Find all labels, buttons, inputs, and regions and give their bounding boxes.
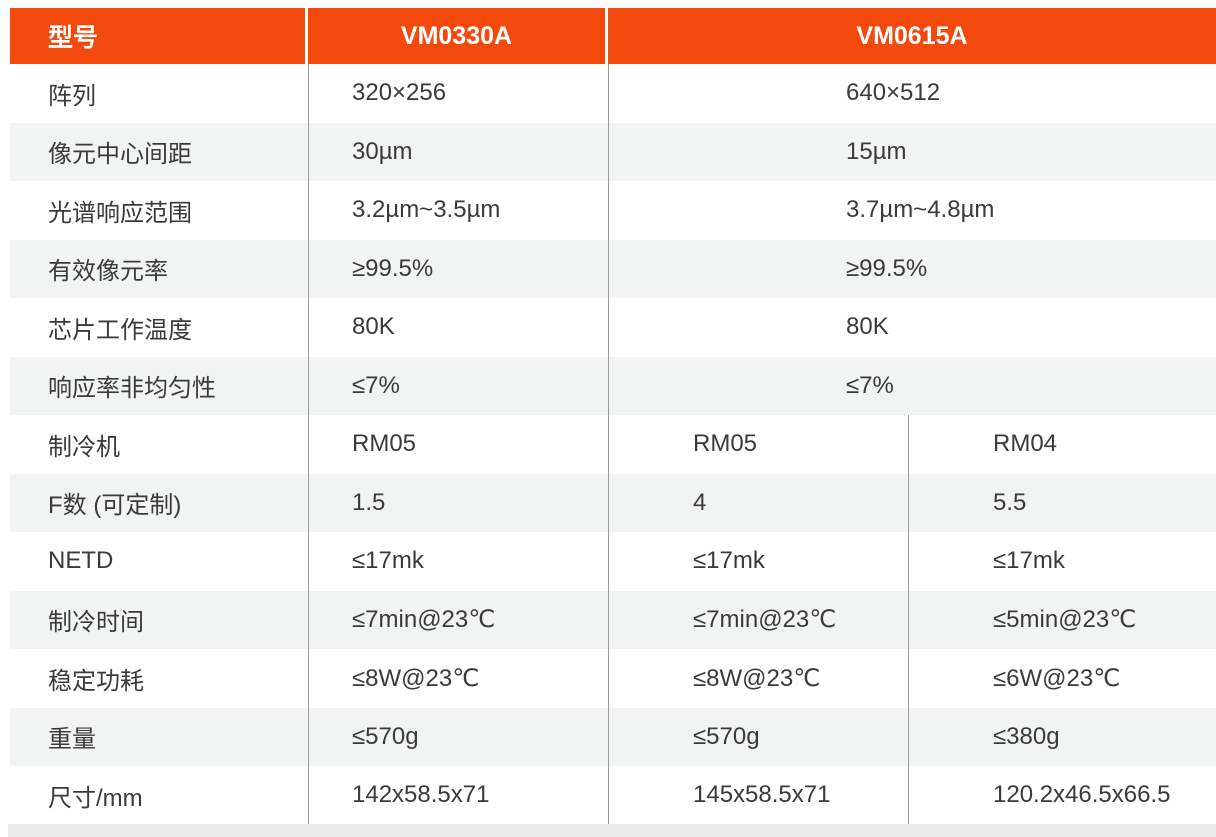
value-vm0615a: ≤7% — [846, 371, 894, 399]
value-vm0330a: ≤570g — [352, 722, 419, 750]
table-row: 制冷时间 ≤7min@23℃ ≤7min@23℃ ≤5min@23℃ — [10, 590, 1216, 649]
row-label: 尺寸/mm — [48, 784, 143, 812]
value-vm0330a: ≤17mk — [352, 547, 424, 575]
table-row: 阵列 320×256 640×512 — [10, 64, 1216, 123]
value-vm0330a: RM05 — [352, 430, 417, 458]
table-row: 芯片工作温度 80K 80K — [10, 298, 1216, 357]
row-label: 芯片工作温度 — [48, 316, 192, 344]
value-vm0330a: 30µm — [352, 137, 413, 165]
spec-table: 型号 VM0330A VM0615A 阵列 320×256 640×512 像元中心间… — [10, 8, 1216, 825]
table-row: NETD ≤17mk ≤17mk ≤17mk — [10, 532, 1216, 591]
row-label: 响应率非均匀性 — [48, 375, 216, 403]
value-vm0615a-rm05: ≤7min@23℃ — [693, 606, 837, 634]
row-label: 有效像元率 — [48, 258, 168, 286]
header-col-vm0330a: VM0330A — [308, 8, 605, 64]
row-label: 光谱响应范围 — [48, 199, 192, 227]
table-row: 像元中心间距 30µm 15µm — [10, 122, 1216, 181]
value-vm0615a: ≥99.5% — [846, 254, 928, 282]
column-divider-2 — [608, 64, 609, 824]
row-label: F数 (可定制) — [48, 492, 182, 520]
value-vm0615a-rm04: 120.2x46.5x66.5 — [993, 781, 1171, 809]
value-vm0330a: ≥99.5% — [352, 254, 434, 282]
value-vm0615a-rm04: RM04 — [993, 430, 1058, 458]
value-vm0615a-rm04: 5.5 — [993, 488, 1027, 516]
value-vm0330a: 80K — [352, 313, 395, 341]
value-vm0615a: 80K — [846, 313, 889, 341]
header-model-label: 型号 — [10, 8, 305, 64]
row-label: 像元中心间距 — [48, 141, 192, 169]
table-row: 有效像元率 ≥99.5% ≥99.5% — [10, 239, 1216, 298]
row-label: NETD — [48, 547, 114, 575]
row-label: 制冷时间 — [48, 609, 144, 637]
value-vm0330a: ≤8W@23℃ — [352, 664, 480, 692]
value-vm0330a: ≤7% — [352, 371, 400, 399]
row-label: 稳定功耗 — [48, 667, 144, 695]
value-vm0615a-rm05: ≤8W@23℃ — [693, 664, 821, 692]
value-vm0330a: 142x58.5x71 — [352, 781, 490, 809]
value-vm0615a: 3.7µm~4.8µm — [846, 196, 995, 224]
next-section-edge — [8, 824, 1216, 837]
table-header-row: 型号 VM0330A VM0615A — [10, 8, 1216, 64]
subcolumn-divider — [908, 415, 909, 824]
table-row: 尺寸/mm 142x58.5x71 145x58.5x71 120.2x46.5x66… — [10, 766, 1216, 825]
column-divider-1 — [308, 64, 309, 824]
table-row: 重量 ≤570g ≤570g ≤380g — [10, 707, 1216, 766]
value-vm0615a-rm04: ≤5min@23℃ — [993, 606, 1137, 634]
value-vm0615a-rm04: ≤380g — [993, 722, 1060, 750]
table-body: 阵列 320×256 640×512 像元中心间距 30µm 15µm 光谱响应范围 3.2µ… — [10, 64, 1216, 825]
row-label: 阵列 — [48, 82, 96, 110]
row-label: 重量 — [48, 726, 96, 754]
value-vm0330a: 320×256 — [352, 79, 447, 107]
table-row: F数 (可定制) 1.5 4 5.5 — [10, 473, 1216, 532]
value-vm0615a-rm05: 145x58.5x71 — [693, 781, 831, 809]
value-vm0330a: 1.5 — [352, 488, 386, 516]
value-vm0330a: 3.2µm~3.5µm — [352, 196, 501, 224]
table-row: 稳定功耗 ≤8W@23℃ ≤8W@23℃ ≤6W@23℃ — [10, 649, 1216, 708]
row-label: 制冷机 — [48, 433, 120, 461]
value-vm0615a-rm05: ≤17mk — [693, 547, 765, 575]
value-vm0615a-rm05: ≤570g — [693, 722, 760, 750]
header-col-vm0615a: VM0615A — [608, 8, 1216, 64]
value-vm0615a: 640×512 — [846, 79, 941, 107]
table-row: 制冷机 RM05 RM05 RM04 — [10, 415, 1216, 474]
table-row: 响应率非均匀性 ≤7% ≤7% — [10, 356, 1216, 415]
value-vm0330a: ≤7min@23℃ — [352, 606, 496, 634]
table-row: 光谱响应范围 3.2µm~3.5µm 3.7µm~4.8µm — [10, 181, 1216, 240]
value-vm0615a: 15µm — [846, 137, 907, 165]
value-vm0615a-rm05: 4 — [693, 488, 707, 516]
value-vm0615a-rm04: ≤6W@23℃ — [993, 664, 1121, 692]
value-vm0615a-rm05: RM05 — [693, 430, 758, 458]
value-vm0615a-rm04: ≤17mk — [993, 547, 1065, 575]
